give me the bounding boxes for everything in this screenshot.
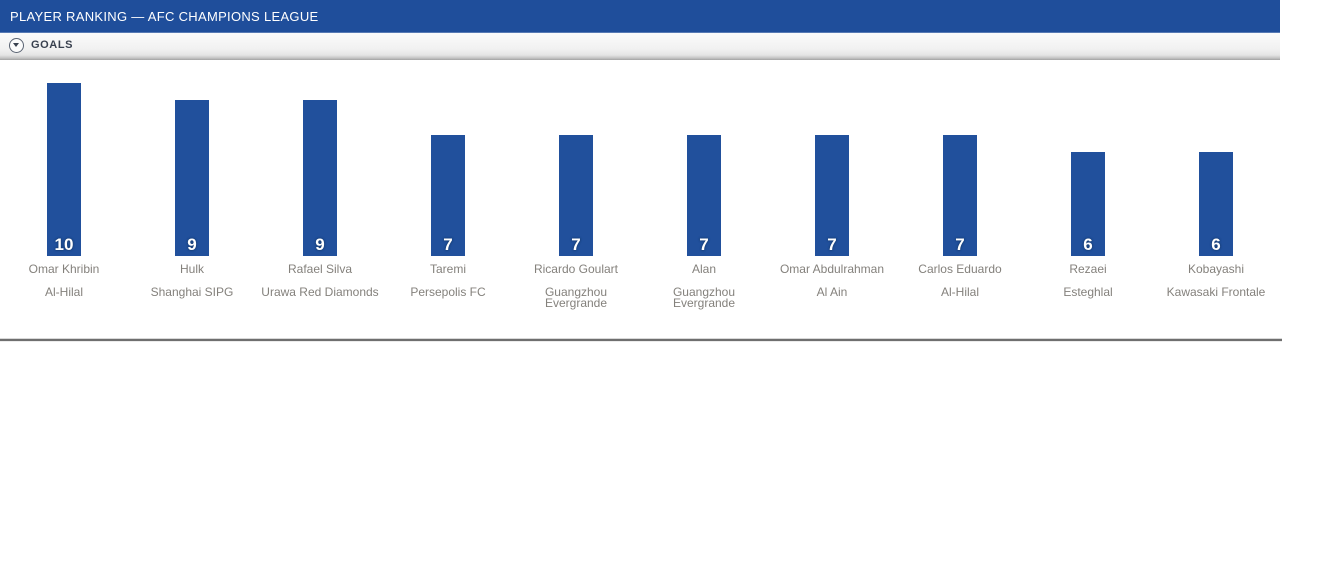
bar-zone: 9 bbox=[175, 83, 209, 256]
team-name: Al-Hilal bbox=[44, 285, 83, 299]
goal-value-label: 10 bbox=[54, 235, 74, 254]
team-name: Kawasaki Frontale bbox=[1166, 285, 1266, 299]
player-name: Omar Abdulrahman bbox=[779, 262, 885, 276]
bar-zone: 7 bbox=[431, 83, 465, 256]
goal-value-label: 7 bbox=[571, 235, 581, 254]
player-name: Hulk bbox=[179, 262, 204, 276]
player-column: 7 Carlos Eduardo Al-Hilal bbox=[896, 83, 1024, 309]
player-name: Taremi bbox=[429, 262, 466, 276]
goal-bar[interactable]: 9 bbox=[303, 100, 337, 256]
team-name: Esteghlal bbox=[1063, 285, 1113, 299]
goal-bar[interactable]: 7 bbox=[687, 135, 721, 256]
goal-bar[interactable]: 7 bbox=[815, 135, 849, 256]
goal-value-label: 6 bbox=[1083, 235, 1093, 254]
player-name: Carlos Eduardo bbox=[918, 262, 1002, 276]
goal-value-label: 6 bbox=[1211, 235, 1221, 254]
goals-section-header[interactable]: GOALS bbox=[0, 33, 1280, 60]
goal-value-label: 9 bbox=[187, 235, 197, 254]
player-column: 7 Ricardo Goulart Guangzhou Evergrande bbox=[512, 83, 640, 309]
goal-bar[interactable]: 10 bbox=[47, 83, 81, 256]
page-title: PLAYER RANKING — AFC CHAMPIONS LEAGUE bbox=[10, 9, 319, 24]
bar-zone: 10 bbox=[47, 83, 81, 256]
bar-zone: 6 bbox=[1071, 83, 1105, 256]
player-column: 6 Kobayashi Kawasaki Frontale bbox=[1152, 83, 1280, 309]
bar-zone: 7 bbox=[687, 83, 721, 256]
player-name: Rafael Silva bbox=[287, 262, 353, 276]
goal-bar[interactable]: 9 bbox=[175, 100, 209, 256]
goal-bar[interactable]: 6 bbox=[1199, 152, 1233, 256]
goal-value-label: 9 bbox=[315, 235, 325, 254]
player-name: Alan bbox=[691, 262, 717, 276]
goal-value-label: 7 bbox=[955, 235, 965, 254]
goal-bar[interactable]: 7 bbox=[431, 135, 465, 256]
player-column: 9 Rafael Silva Urawa Red Diamonds bbox=[256, 83, 384, 309]
player-name: Kobayashi bbox=[1187, 262, 1245, 276]
player-name: Omar Khribin bbox=[28, 262, 100, 276]
team-name: Al-Hilal bbox=[940, 285, 979, 299]
chart-bottom-divider bbox=[0, 339, 1282, 341]
circle-caret-down-icon[interactable] bbox=[9, 37, 24, 53]
bar-zone: 9 bbox=[303, 83, 337, 256]
goal-bar[interactable]: 7 bbox=[943, 135, 977, 256]
bar-zone: 6 bbox=[1199, 83, 1233, 256]
team-name: Guangzhou Evergrande bbox=[544, 285, 608, 310]
goal-value-label: 7 bbox=[827, 235, 837, 254]
player-name: Ricardo Goulart bbox=[533, 262, 619, 276]
team-name: Guangzhou Evergrande bbox=[672, 285, 736, 310]
goal-value-label: 7 bbox=[699, 235, 709, 254]
player-column: 6 Rezaei Esteghlal bbox=[1024, 83, 1152, 309]
goals-bar-chart: 10 Omar Khribin Al-Hilal 9 Hulk Shanghai SIPG… bbox=[0, 60, 1280, 309]
player-column: 7 Omar Abdulrahman Al Ain bbox=[768, 83, 896, 309]
goals-section-label: GOALS bbox=[31, 38, 74, 51]
chart-columns: 10 Omar Khribin Al-Hilal 9 Hulk Shanghai SIPG… bbox=[0, 60, 1280, 309]
team-name: Shanghai SIPG bbox=[150, 285, 234, 299]
team-name: Al Ain bbox=[816, 285, 848, 299]
player-column: 7 Taremi Persepolis FC bbox=[384, 83, 512, 309]
player-name: Rezaei bbox=[1069, 262, 1107, 276]
goal-value-label: 7 bbox=[443, 235, 453, 254]
team-name: Urawa Red Diamonds bbox=[261, 285, 379, 299]
title-bar: PLAYER RANKING — AFC CHAMPIONS LEAGUE bbox=[0, 0, 1280, 33]
bar-zone: 7 bbox=[559, 83, 593, 256]
bar-zone: 7 bbox=[943, 83, 977, 256]
player-column: 10 Omar Khribin Al-Hilal bbox=[0, 83, 128, 309]
player-column: 7 Alan Guangzhou Evergrande bbox=[640, 83, 768, 309]
player-column: 9 Hulk Shanghai SIPG bbox=[128, 83, 256, 309]
goal-bar[interactable]: 7 bbox=[559, 135, 593, 256]
goal-bar[interactable]: 6 bbox=[1071, 152, 1105, 256]
bar-zone: 7 bbox=[815, 83, 849, 256]
team-name: Persepolis FC bbox=[410, 285, 486, 299]
